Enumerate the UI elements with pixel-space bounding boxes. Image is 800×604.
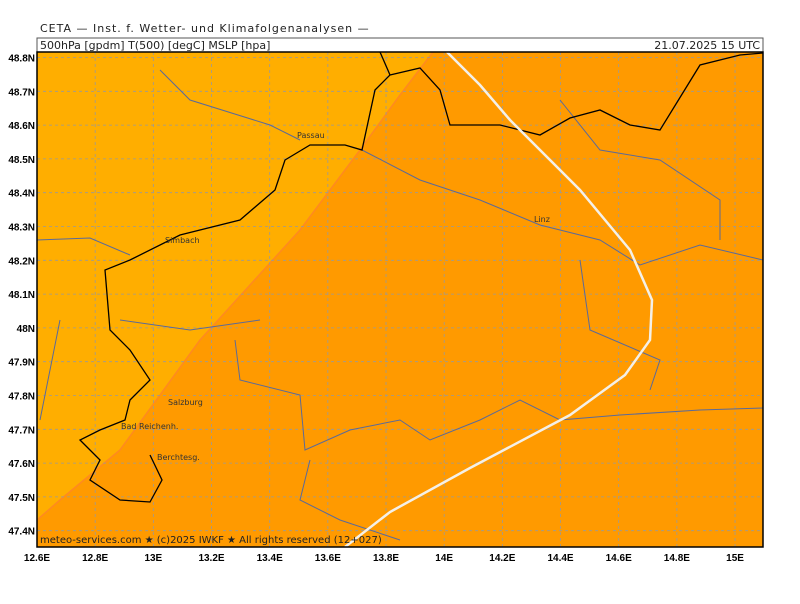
place-label: Linz <box>534 215 550 224</box>
grid <box>37 52 763 547</box>
country-border <box>78 52 763 503</box>
temperature-field <box>37 52 433 520</box>
y-tick-label: 47.9N <box>8 358 35 369</box>
x-tick-label: 13E <box>144 553 162 564</box>
y-tick-label: 48.6N <box>8 121 35 132</box>
y-tick-label: 47.4N <box>8 527 35 538</box>
y-tick-label: 48.7N <box>8 87 35 98</box>
x-tick-label: 14.6E <box>606 553 632 564</box>
footer: meteo-services.com ★ (c)2025 IWKF ★ All … <box>40 535 382 546</box>
x-tick-label: 14.4E <box>547 553 573 564</box>
y-tick-label: 48.5N <box>8 155 35 166</box>
header-title: CETA — Inst. f. Wetter- und Klimafolgena… <box>40 22 370 35</box>
y-tick-label: 48.1N <box>8 290 35 301</box>
parameters: 500hPa [gpdm] T(500) [degC] MSLP [hpa] <box>40 39 270 52</box>
valid-time: 21.07.2025 15 UTC <box>654 39 760 52</box>
x-tick-label: 15E <box>726 553 744 564</box>
place-label: Passau <box>297 131 325 140</box>
y-tick-label: 47.7N <box>8 425 35 436</box>
place-label: Berchtesg. <box>157 453 200 462</box>
y-tick-label: 48.3N <box>8 223 35 234</box>
x-tick-label: 13.6E <box>315 553 341 564</box>
x-tick-label: 13.8E <box>373 553 399 564</box>
y-tick-label: 48.8N <box>8 54 35 65</box>
y-tick-label: 48.4N <box>8 189 35 200</box>
x-tick-label: 14.2E <box>489 553 515 564</box>
y-tick-label: 47.8N <box>8 392 35 403</box>
x-tick-label: 13.4E <box>257 553 283 564</box>
x-tick-label: 14.8E <box>664 553 690 564</box>
y-tick-label: 47.5N <box>8 493 35 504</box>
x-tick-label: 14E <box>435 553 453 564</box>
place-label: Bad Reichenh. <box>121 422 178 431</box>
place-label: Salzburg <box>168 398 203 407</box>
y-tick-label: 48N <box>17 324 35 335</box>
y-tick-label: 47.6N <box>8 459 35 470</box>
contour <box>37 52 434 521</box>
x-tick-label: 12.6E <box>24 553 50 564</box>
x-tick-label: 13.2E <box>198 553 224 564</box>
place-label: Simbach <box>165 236 200 245</box>
map-frame <box>36 51 764 548</box>
isoline <box>344 52 654 547</box>
rivers-borders <box>37 69 763 541</box>
y-tick-label: 48.2N <box>8 256 35 267</box>
x-tick-label: 12.8E <box>82 553 108 564</box>
map-area <box>36 51 764 548</box>
